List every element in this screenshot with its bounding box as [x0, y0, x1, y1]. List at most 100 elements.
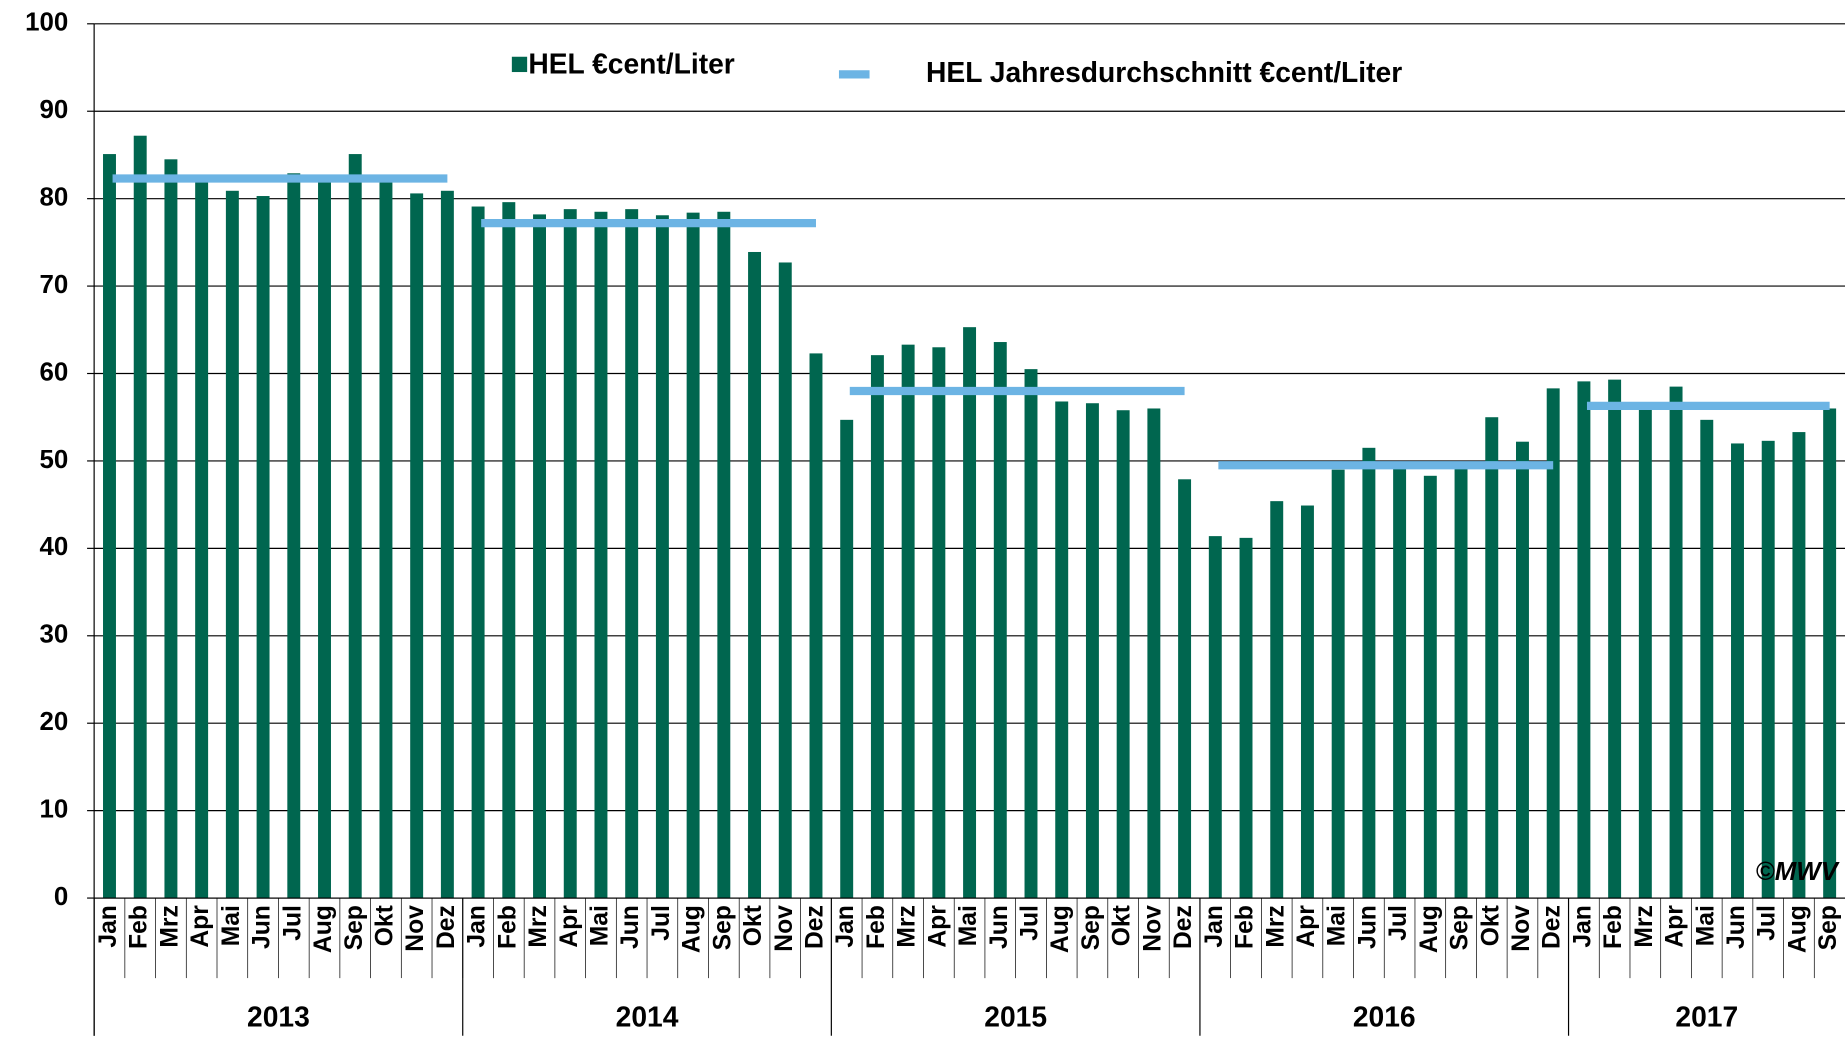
bar — [1516, 441, 1529, 899]
bar — [993, 342, 1007, 899]
bar — [1669, 386, 1683, 899]
bar — [625, 209, 639, 899]
bar — [471, 206, 485, 899]
x-tick-label: Aug — [679, 905, 706, 953]
y-tick-label: 60 — [39, 358, 68, 386]
bar — [1454, 466, 1468, 899]
bar — [1546, 388, 1560, 899]
bar — [195, 181, 209, 899]
x-tick-label: Aug — [1784, 905, 1811, 953]
x-tick-label: Mrz — [1631, 905, 1658, 948]
x-tick-label: Jun — [249, 905, 276, 949]
bar — [1608, 379, 1622, 899]
bar — [287, 173, 301, 899]
bar — [133, 135, 147, 899]
y-tick-label: 30 — [39, 621, 68, 649]
bar — [1024, 369, 1038, 899]
x-tick-label: Feb — [1600, 905, 1627, 949]
bar — [1239, 537, 1253, 899]
bar — [717, 211, 731, 899]
bar — [1761, 440, 1775, 899]
x-tick-label: Dez — [802, 905, 829, 949]
bar — [1270, 501, 1284, 899]
x-tick-label: Feb — [863, 905, 890, 949]
x-tick-label: Mai — [1324, 905, 1351, 946]
y-tick-label: 90 — [39, 96, 68, 124]
bar — [655, 215, 669, 899]
bar — [778, 262, 792, 899]
x-tick-label: Jan — [1201, 905, 1228, 948]
bar — [870, 355, 884, 899]
y-tick-label: 0 — [54, 883, 68, 911]
bar — [410, 193, 424, 899]
bar — [1823, 408, 1837, 899]
x-tick-label: Feb — [494, 905, 521, 949]
bar — [1178, 479, 1192, 899]
year-label: 2016 — [1353, 1001, 1416, 1033]
y-tick-label: 100 — [25, 9, 68, 37]
bar — [594, 211, 608, 899]
bar — [1485, 417, 1499, 899]
bar — [1208, 536, 1222, 899]
x-tick-label: Jan — [464, 905, 491, 948]
x-tick-label: Nov — [1139, 905, 1166, 952]
x-tick-label: Jul — [1017, 905, 1044, 941]
x-tick-label: Mrz — [156, 905, 183, 948]
x-tick-label: Okt — [1109, 905, 1136, 946]
bar — [533, 214, 547, 899]
bar — [901, 344, 915, 899]
x-tick-label: Jun — [986, 905, 1013, 949]
x-tick-label: Okt — [1477, 905, 1504, 946]
bar — [318, 177, 331, 899]
bar — [1731, 443, 1744, 899]
legend-marker — [511, 56, 528, 73]
x-tick-label: Aug — [1416, 905, 1443, 953]
y-tick-label: 70 — [39, 271, 68, 299]
x-tick-label: Dez — [433, 905, 460, 949]
bar — [1147, 408, 1161, 899]
y-tick-label: 80 — [39, 183, 68, 211]
bar — [256, 196, 270, 899]
x-tick-label: Jan — [95, 905, 122, 948]
x-tick-label: Dez — [1539, 905, 1566, 949]
x-tick-label: Apr — [924, 905, 951, 948]
bar — [1055, 401, 1069, 899]
bar — [686, 212, 700, 899]
x-tick-label: Mrz — [894, 905, 921, 948]
x-tick-label: Sep — [1815, 905, 1842, 950]
x-tick-label: Feb — [126, 905, 153, 949]
bar — [1638, 404, 1652, 899]
x-tick-label: Nov — [771, 905, 798, 952]
bar — [748, 251, 762, 899]
bar — [1116, 410, 1130, 899]
legend-label: HEL €cent/Liter — [528, 48, 734, 80]
x-tick-label: Aug — [1047, 905, 1074, 953]
bar — [348, 154, 362, 899]
year-label: 2015 — [984, 1001, 1047, 1033]
x-tick-label: Jun — [1723, 905, 1750, 949]
x-tick-label: Nov — [402, 905, 429, 952]
bar — [840, 419, 854, 899]
bar — [1700, 419, 1714, 899]
year-label: 2017 — [1675, 1001, 1738, 1033]
x-tick-label: Mai — [955, 905, 982, 946]
bar — [932, 347, 946, 899]
year-label: 2014 — [616, 1001, 679, 1033]
x-tick-label: Jun — [617, 905, 644, 949]
x-tick-label: Jul — [279, 905, 306, 941]
x-tick-label: Apr — [187, 905, 214, 948]
x-tick-label: Apr — [556, 905, 583, 948]
x-tick-label: Mrz — [525, 905, 552, 948]
legend-label: HEL Jahresdurchschnitt €cent/Liter — [926, 56, 1402, 88]
bar — [225, 190, 239, 899]
bar — [1577, 381, 1591, 899]
bar — [440, 190, 454, 899]
y-tick-label: 20 — [39, 708, 68, 736]
x-tick-label: Jun — [1354, 905, 1381, 949]
bar — [563, 209, 577, 899]
x-tick-label: Sep — [709, 905, 736, 950]
x-tick-label: Okt — [740, 905, 767, 946]
bar — [164, 159, 178, 899]
x-tick-label: Aug — [310, 905, 337, 953]
